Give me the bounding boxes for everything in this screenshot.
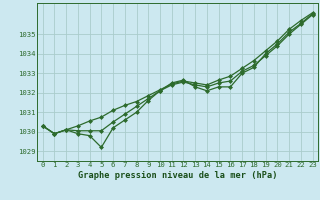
X-axis label: Graphe pression niveau de la mer (hPa): Graphe pression niveau de la mer (hPa) bbox=[78, 171, 277, 180]
